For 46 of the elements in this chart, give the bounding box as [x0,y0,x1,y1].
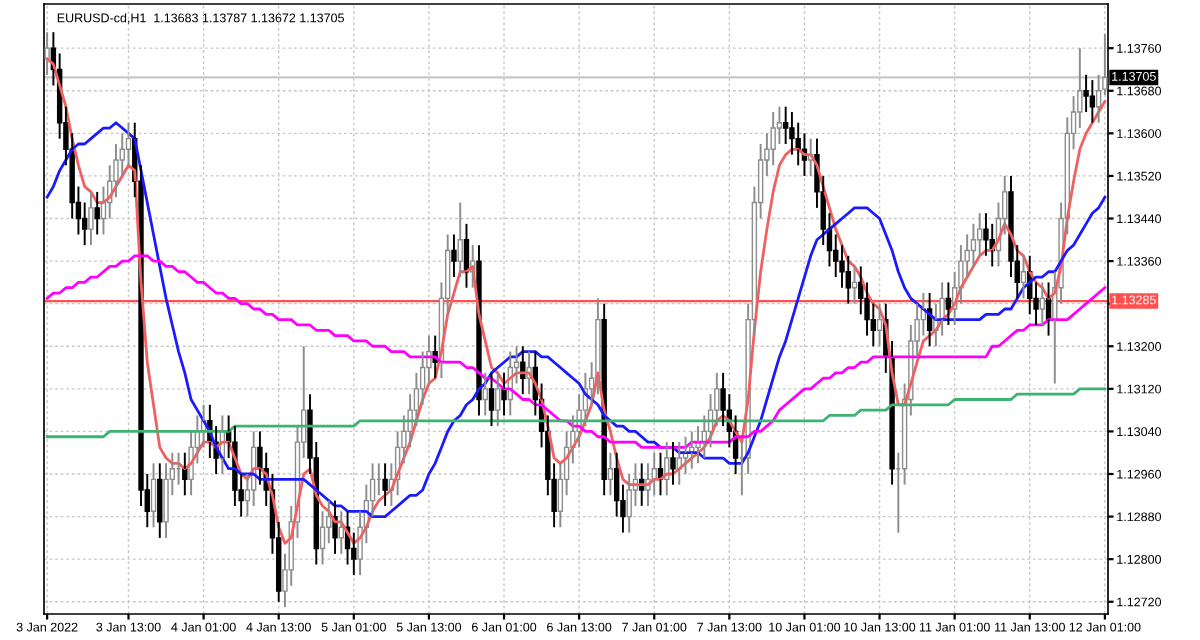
candlestick [407,393,413,449]
candlestick [776,105,783,145]
candlestick [864,281,870,337]
candlestick [44,31,50,76]
candlestick [958,244,964,305]
candlestick [613,451,620,518]
candlestick [595,297,601,396]
candlestick [94,190,100,236]
candlestick [495,371,501,428]
candlestick [338,510,344,555]
candlestick [451,233,457,279]
candlestick [839,244,845,289]
candlestick [413,371,420,428]
candlestick [419,350,426,406]
candlestick [426,334,432,385]
candlestick [182,451,188,497]
candlestick [188,430,194,497]
candlestick [157,462,163,539]
candlestick [782,105,789,145]
candlestick [501,371,507,417]
candlestick [1077,47,1083,129]
candlestick [770,111,776,167]
candlestick [113,143,119,199]
candlestick [382,462,388,507]
candlestick [939,281,945,337]
candlestick [795,121,801,167]
candlestick [88,190,94,247]
candlestick [163,462,169,539]
candlestick [714,371,720,428]
candlestick [257,430,263,486]
candlestick [150,462,157,529]
candlestick [351,531,357,577]
candlestick [845,254,851,305]
candlestick [670,441,676,486]
candlestick [1083,73,1089,114]
candlestick [833,233,839,279]
candlestick [457,201,463,279]
candlestick [976,212,983,257]
candlestick [720,371,726,428]
candlestick [1039,281,1045,326]
candlestick [1008,174,1014,279]
candlestick [1089,79,1096,124]
candlestick [626,473,632,534]
candlestick [119,132,125,177]
candlestick [789,111,795,156]
candlestick [983,212,989,257]
